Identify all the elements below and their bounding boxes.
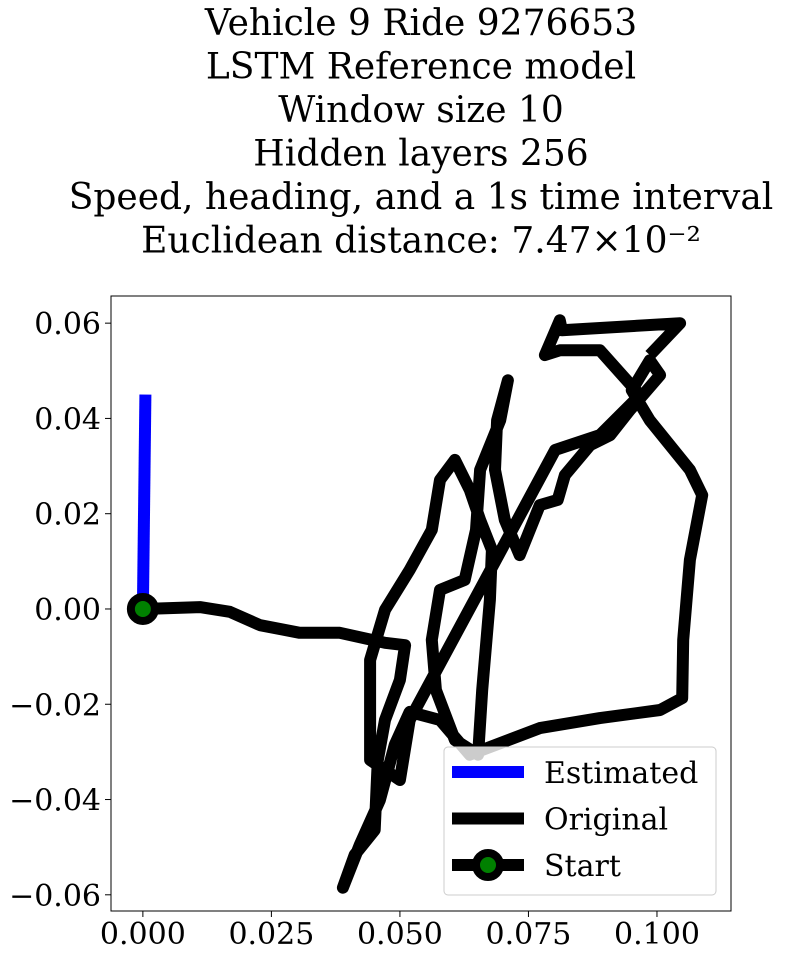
- chart-title: Speed, heading, and a 1s time interval: [69, 177, 774, 218]
- x-tick-label: 0.050: [357, 917, 443, 952]
- x-tick-label: 0.075: [486, 917, 572, 952]
- legend-box: [443, 746, 717, 896]
- y-tick-label: −0.04: [9, 784, 101, 819]
- chart-title: Window size 10: [278, 90, 564, 131]
- x-tick-label: 0.000: [100, 917, 186, 952]
- legend-label: Start: [544, 849, 621, 884]
- plot-frame: [110, 295, 732, 912]
- chart-title: Vehicle 9 Ride 9276653: [204, 3, 637, 44]
- chart-title: LSTM Reference model: [206, 47, 636, 88]
- legend-label: Original: [544, 803, 668, 838]
- series-line: [142, 314, 709, 894]
- y-tick-label: 0.06: [34, 307, 101, 342]
- x-tick-label: 0.025: [228, 917, 314, 952]
- y-tick-label: −0.02: [9, 688, 101, 723]
- y-tick-label: 0.00: [34, 593, 101, 628]
- y-tick-label: 0.02: [34, 498, 101, 533]
- legend-marker: [472, 849, 504, 881]
- start-marker: [126, 592, 159, 625]
- y-tick-label: −0.06: [9, 879, 101, 914]
- legend-label: Estimated: [544, 756, 698, 791]
- plot-area: [126, 314, 709, 894]
- y-tick-label: 0.04: [34, 402, 101, 437]
- chart-title: Hidden layers 256: [253, 134, 588, 175]
- chart-title: Euclidean distance: 7.47×10⁻²: [141, 221, 701, 262]
- series-line: [136, 394, 152, 610]
- x-tick-label: 0.100: [614, 917, 700, 952]
